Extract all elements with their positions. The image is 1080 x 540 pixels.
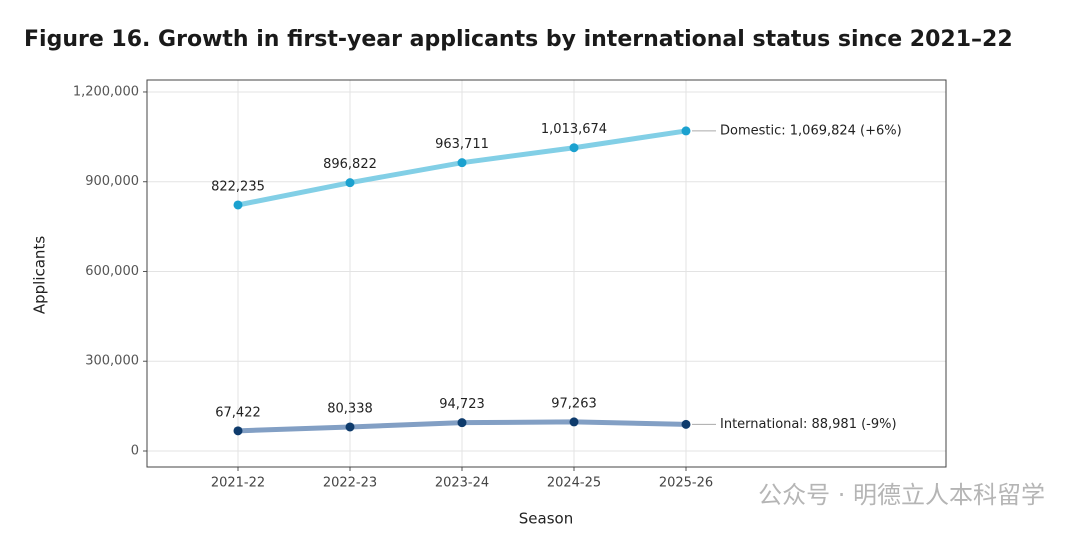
- chart-title: Figure 16. Growth in first-year applican…: [24, 27, 1013, 52]
- x-tick-label: 2025-26: [659, 476, 713, 491]
- y-tick-label: 600,000: [85, 264, 139, 279]
- data-label: 1,013,674: [541, 122, 607, 137]
- y-tick-label: 0: [131, 443, 139, 458]
- data-point: [681, 126, 691, 136]
- data-label: 80,338: [327, 401, 373, 416]
- data-point: [569, 143, 579, 153]
- x-tick-label: 2021-22: [211, 476, 265, 491]
- x-tick-label: 2023-24: [435, 476, 489, 491]
- data-point: [233, 200, 243, 210]
- data-label: 896,822: [323, 157, 377, 172]
- x-axis-title: Season: [519, 510, 573, 528]
- data-label: 67,422: [215, 405, 261, 420]
- data-point: [457, 418, 467, 428]
- series-annotation: Domestic: 1,069,824 (+6%): [720, 123, 902, 138]
- data-point: [681, 419, 691, 429]
- x-tick-label: 2024-25: [547, 476, 601, 491]
- watermark: 公众号 · 明德立人本科留学: [758, 481, 1045, 509]
- x-tick-label: 2022-23: [323, 476, 377, 491]
- data-label: 963,711: [435, 137, 489, 152]
- data-point: [457, 158, 467, 168]
- data-label: 94,723: [439, 397, 485, 412]
- y-tick-label: 900,000: [85, 174, 139, 189]
- data-label: 822,235: [211, 179, 265, 194]
- data-point: [233, 426, 243, 436]
- plot-border: [146, 79, 947, 468]
- y-tick-label: 1,200,000: [73, 84, 139, 99]
- data-label: 97,263: [551, 396, 597, 411]
- data-point: [345, 422, 355, 432]
- y-tick-label: 300,000: [85, 354, 139, 369]
- series-annotation: International: 88,981 (-9%): [720, 417, 897, 432]
- data-point: [569, 417, 579, 427]
- y-axis-title: Applicants: [31, 236, 49, 314]
- data-point: [345, 178, 355, 188]
